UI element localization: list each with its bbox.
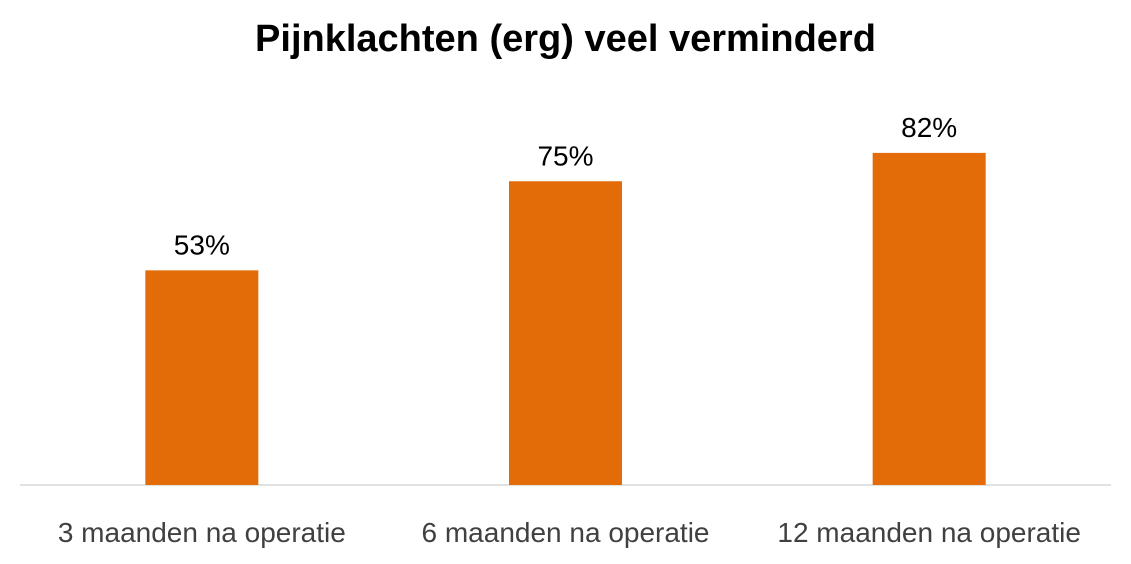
data-label-3: 82%: [901, 112, 957, 143]
chart-title: Pijnklachten (erg) veel verminderd: [255, 18, 876, 60]
bar-1: [145, 270, 259, 485]
category-label-1: 3 maanden na operatie: [58, 517, 346, 548]
bar-3: [872, 152, 986, 485]
bar-2: [509, 181, 622, 485]
data-label-2: 75%: [537, 140, 593, 171]
data-label-1: 53%: [174, 229, 230, 260]
category-label-2: 6 maanden na operatie: [422, 517, 710, 548]
category-label-3: 12 maanden na operatie: [777, 517, 1081, 548]
